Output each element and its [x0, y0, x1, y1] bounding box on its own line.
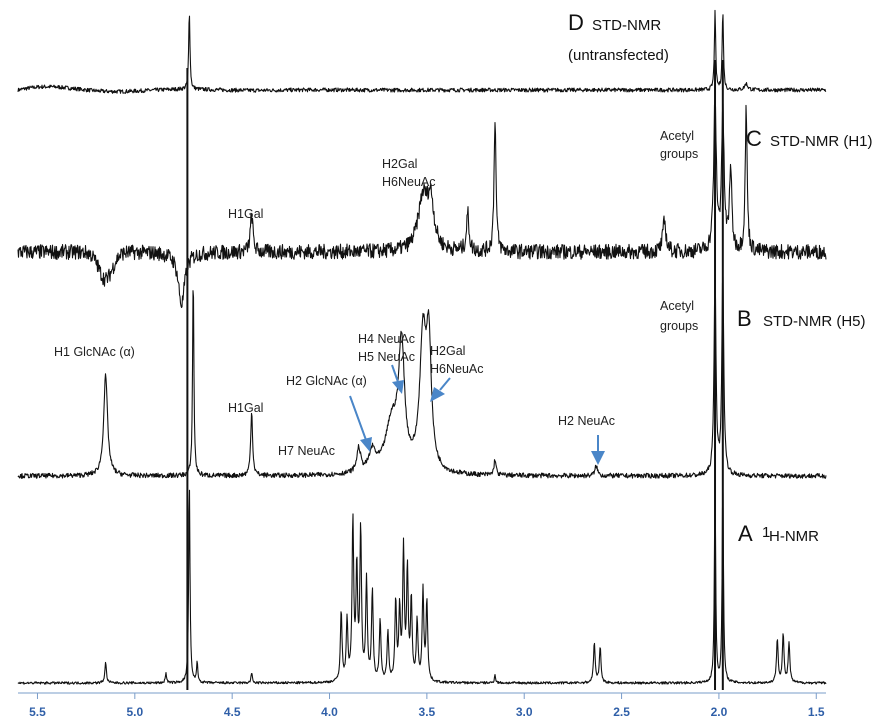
- x-tick-label: 3.5: [419, 705, 436, 719]
- label-b-h5neuac: H5 NeuAc: [358, 350, 415, 364]
- panel-d-letter: D: [568, 10, 584, 35]
- label-c-h2gal: H2Gal: [382, 157, 417, 171]
- x-tick-label: 5.5: [29, 705, 46, 719]
- label-b-h4neuac: H4 NeuAc: [358, 332, 415, 346]
- panel-d-title-line1: STD-NMR: [592, 17, 661, 34]
- panel-b-title: B STD-NMR (H5): [737, 306, 866, 331]
- panel-c-letter: C: [746, 126, 762, 151]
- spectrum-trace-b: [17, 271, 827, 479]
- x-tick-label: 4.0: [321, 705, 338, 719]
- spectrum-trace-a: [17, 480, 827, 685]
- spectrum-trace-c: [17, 98, 827, 309]
- label-c-h1gal: H1Gal: [228, 207, 263, 221]
- label-c-acetyl: Acetyl: [660, 129, 694, 143]
- panel-d-title: D STD-NMR (untransfected): [568, 10, 669, 64]
- label-b-h7neuac: H7 NeuAc: [278, 444, 335, 458]
- panel-b-title-line1: STD-NMR (H5): [763, 313, 866, 330]
- label-b-h2neuac: H2 NeuAc: [558, 414, 615, 428]
- panel-d-title-line2: (untransfected): [568, 47, 669, 64]
- x-axis: 5.5 5.0 4.5 4.0 3.5 3.0 2.5 2.0 1.5: [18, 692, 826, 719]
- x-tick-label: 2.5: [613, 705, 630, 719]
- label-c-groups: groups: [660, 147, 698, 161]
- x-axis-ticks: 5.5 5.0 4.5 4.0 3.5 3.0 2.5 2.0 1.5: [29, 693, 825, 719]
- x-tick-label: 3.0: [516, 705, 533, 719]
- label-b-groups: groups: [660, 319, 698, 333]
- arrow-h2gal: [430, 377, 451, 402]
- arrow-h2neuac: [591, 435, 605, 465]
- x-tick-label: 1.5: [808, 705, 825, 719]
- spectrum-trace-d: [17, 9, 827, 94]
- x-tick-label: 4.5: [224, 705, 241, 719]
- label-b-h6neuac: H6NeuAc: [430, 362, 484, 376]
- label-b-h1glcnac: H1 GlcNAc (α): [54, 345, 135, 359]
- label-b-acetyl: Acetyl: [660, 299, 694, 313]
- label-b-h2glcnac: H2 GlcNAc (α): [286, 374, 367, 388]
- panel-a-title-line1: H-NMR: [769, 528, 819, 545]
- arrow-h4neuac: [391, 364, 404, 394]
- spectrum-traces: [17, 9, 827, 690]
- panel-a-title: A 1 H-NMR: [738, 521, 819, 546]
- panel-c-title: C STD-NMR (H1): [746, 126, 873, 151]
- x-tick-label: 2.0: [711, 705, 728, 719]
- x-tick-label: 5.0: [126, 705, 143, 719]
- arrow-h2glcnac: [349, 395, 372, 452]
- panel-b-letter: B: [737, 306, 752, 331]
- panel-c-title-line1: STD-NMR (H1): [770, 133, 873, 150]
- label-c-h6neuac: H6NeuAc: [382, 175, 436, 189]
- panel-a-title-sup: 1: [762, 524, 770, 541]
- label-b-h1gal: H1Gal: [228, 401, 263, 415]
- label-arrows: [349, 364, 605, 465]
- label-b-h2gal: H2Gal: [430, 344, 465, 358]
- panel-a-letter: A: [738, 521, 753, 546]
